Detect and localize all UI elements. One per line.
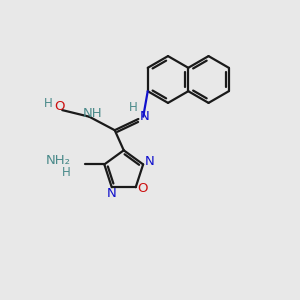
Text: N: N	[107, 187, 117, 200]
Text: O: O	[55, 100, 65, 113]
Text: H: H	[62, 166, 70, 179]
Text: O: O	[137, 182, 148, 195]
Text: NH₂: NH₂	[45, 154, 70, 167]
Text: NH: NH	[83, 106, 103, 120]
Text: H: H	[129, 100, 138, 114]
Text: H: H	[44, 97, 53, 110]
Text: N: N	[144, 155, 154, 169]
Text: N: N	[140, 110, 150, 123]
